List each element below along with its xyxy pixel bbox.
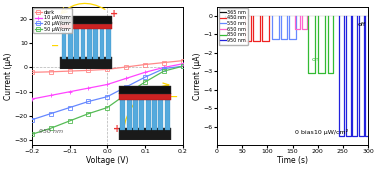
50 μW/cm² [105,107,110,109]
Line: 450 nm: 450 nm [245,16,251,41]
dark [124,66,129,68]
850 nm [313,15,318,17]
850 nm [305,72,310,74]
dark [86,69,91,71]
Line: 50 μW/cm²: 50 μW/cm² [30,65,184,136]
20 μW/cm² [67,107,72,109]
950 nm [342,15,347,17]
50 μW/cm² [124,93,129,95]
20 μW/cm² [124,86,129,88]
10 μW/cm² [67,91,72,93]
50 μW/cm² [29,133,34,135]
Line: 550 nm: 550 nm [273,16,279,39]
950 nm [337,15,342,17]
X-axis label: Voltage (V): Voltage (V) [86,156,129,165]
Text: +: + [110,9,118,19]
550 nm [277,15,281,17]
dark [29,71,34,73]
10 μW/cm² [162,66,166,68]
20 μW/cm² [48,113,53,115]
Text: +: + [113,124,121,134]
Line: dark: dark [30,59,184,74]
dark [180,60,185,62]
365 nm [227,15,232,17]
550 nm [270,15,275,17]
Line: 10 μW/cm²: 10 μW/cm² [30,62,184,101]
Legend: 365 nm, 450 nm, 550 nm, 650 nm, 850 nm, 950 nm: 365 nm, 450 nm, 550 nm, 650 nm, 850 nm, … [218,8,248,45]
10 μW/cm² [29,98,34,100]
650 nm [298,15,302,17]
Legend: dark, 10 μW/cm², 20 μW/cm², 50 μW/cm²: dark, 10 μW/cm², 20 μW/cm², 50 μW/cm² [33,8,72,33]
Text: 0 bias: 0 bias [295,130,314,135]
20 μW/cm² [86,101,91,103]
450 nm [242,15,247,17]
650 nm [293,28,297,30]
Text: −: − [51,41,59,51]
450 nm [242,40,247,42]
50 μW/cm² [86,113,91,115]
20 μW/cm² [105,96,110,98]
dark [162,62,166,64]
50 μW/cm² [48,127,53,129]
Line: 950 nm: 950 nm [339,16,344,136]
Line: 850 nm: 850 nm [308,16,315,73]
10 μW/cm² [180,63,185,65]
Line: 650 nm: 650 nm [295,16,300,29]
365 nm [227,17,232,19]
20 μW/cm² [143,76,147,78]
650 nm [293,15,297,17]
950 nm [337,135,342,137]
Text: 950 nm: 950 nm [39,129,64,134]
Text: off: off [357,22,366,27]
dark [48,71,53,73]
50 μW/cm² [143,81,147,83]
dark [67,70,72,72]
650 nm [298,28,302,30]
X-axis label: Time (s): Time (s) [277,156,308,165]
450 nm [249,15,254,17]
10 μW/cm² [143,71,147,73]
10 μW/cm² [124,77,129,79]
Text: −: − [170,92,178,102]
10 μW/cm² [105,83,110,86]
50 μW/cm² [67,120,72,122]
950 nm [342,135,347,137]
50 μW/cm² [162,70,166,72]
850 nm [305,15,310,17]
10 μW/cm² [48,94,53,96]
Text: on: on [311,57,319,62]
Y-axis label: Current (μA): Current (μA) [4,52,13,100]
550 nm [270,38,275,40]
365 nm [222,15,227,17]
365 nm [222,17,227,19]
850 nm [313,72,318,74]
Line: 20 μW/cm²: 20 μW/cm² [30,65,184,122]
Line: 365 nm: 365 nm [225,16,229,18]
550 nm [277,38,281,40]
Text: 10 μW/cm²: 10 μW/cm² [314,129,348,135]
dark [105,68,110,70]
Y-axis label: Current (μA): Current (μA) [193,52,202,100]
50 μW/cm² [180,65,185,67]
dark [143,64,147,66]
450 nm [249,40,254,42]
20 μW/cm² [180,65,185,67]
20 μW/cm² [29,119,34,121]
20 μW/cm² [162,68,166,70]
10 μW/cm² [86,87,91,89]
